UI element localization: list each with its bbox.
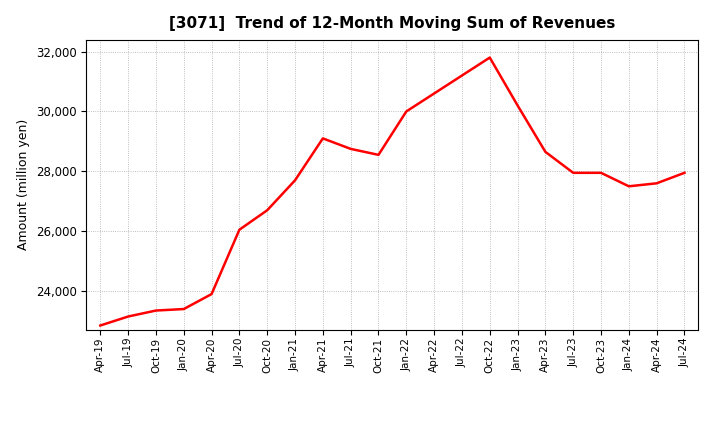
- Title: [3071]  Trend of 12-Month Moving Sum of Revenues: [3071] Trend of 12-Month Moving Sum of R…: [169, 16, 616, 32]
- Y-axis label: Amount (million yen): Amount (million yen): [17, 119, 30, 250]
